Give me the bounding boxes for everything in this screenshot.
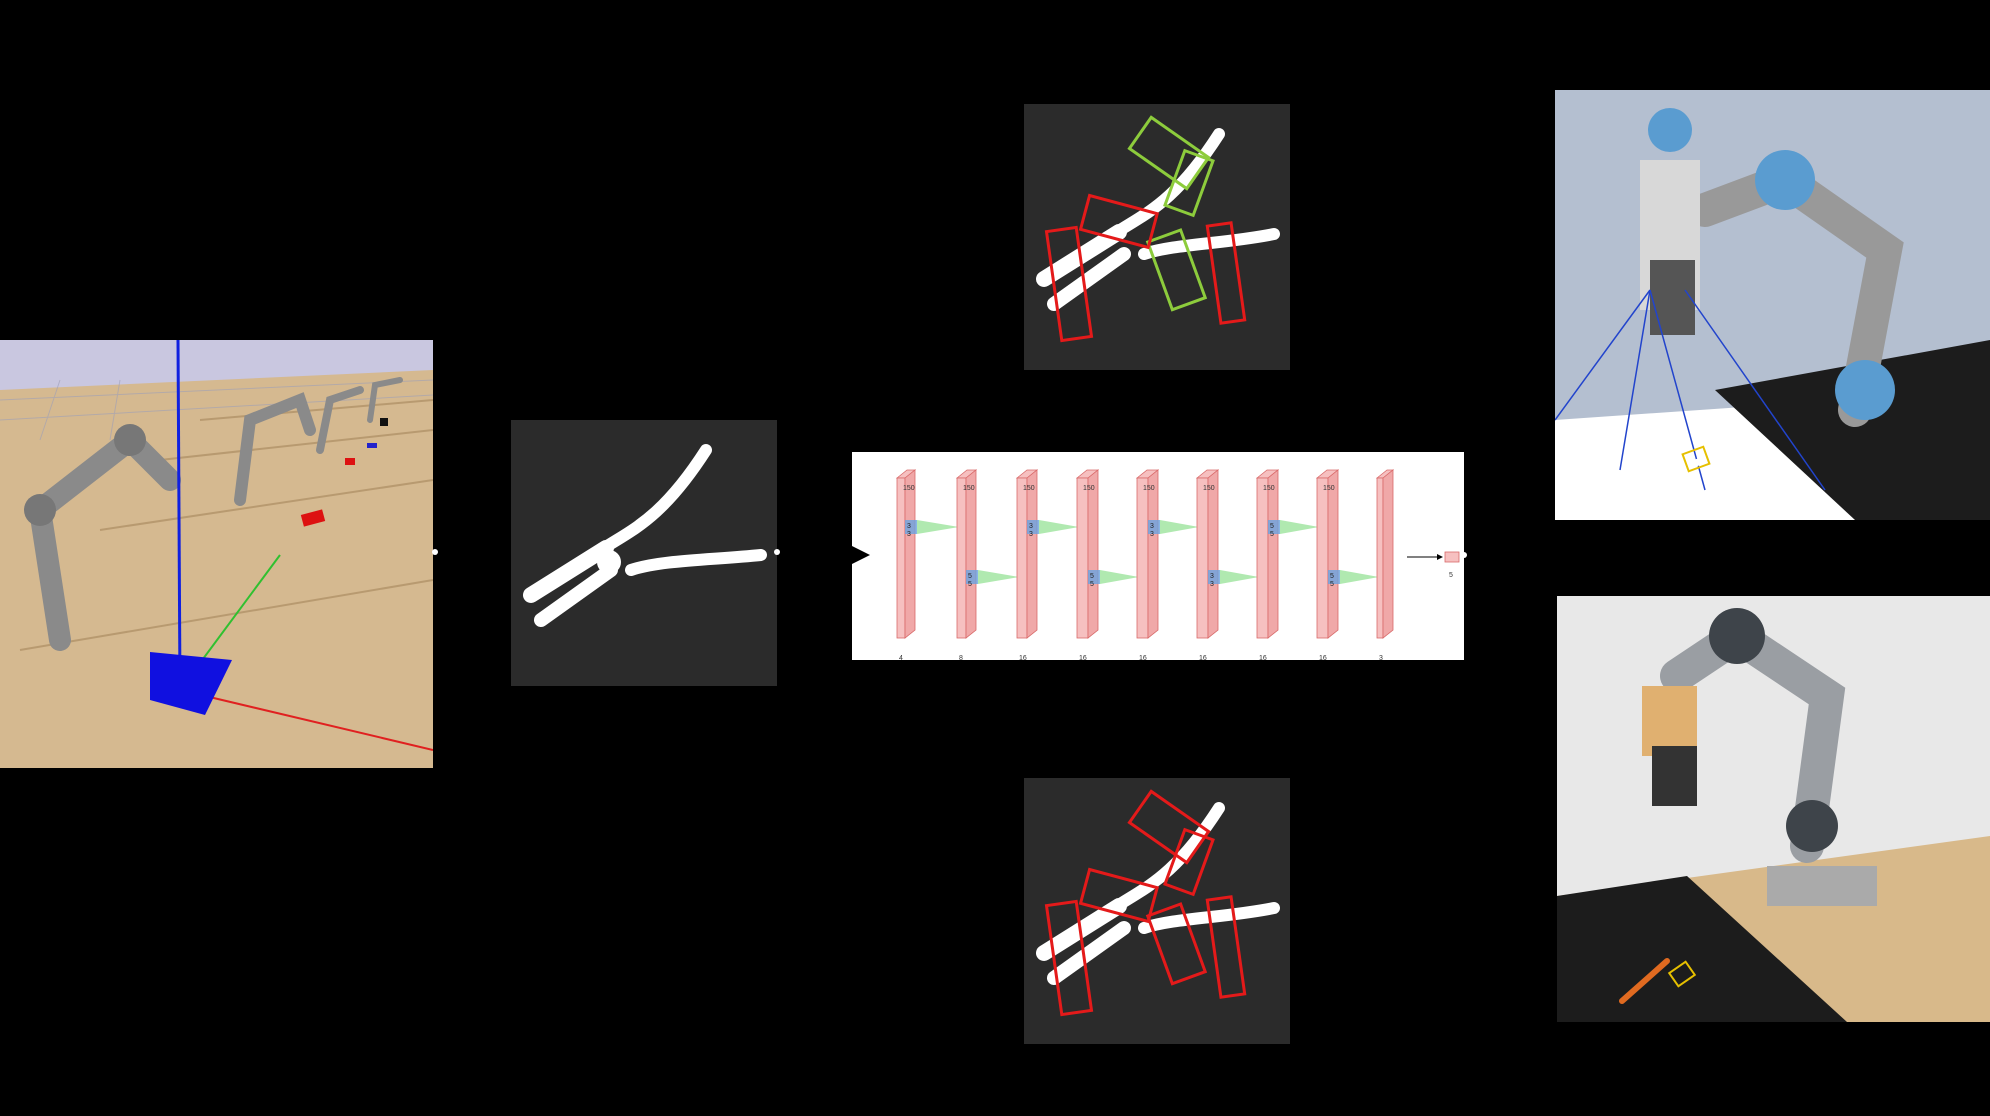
cnn-kernel-label: 5 xyxy=(1090,573,1094,580)
simulation-scene xyxy=(0,340,433,768)
cnn-kernel xyxy=(966,570,978,584)
cnn-kernel-cone xyxy=(1039,520,1079,534)
cnn-kernel-label: 5 xyxy=(1270,531,1274,538)
cnn-layer-side xyxy=(904,469,916,639)
cnn-kernel-label: 3 xyxy=(1029,531,1033,538)
cnn-caption-bottom: DARTS-Fo optimized CNN xyxy=(956,660,1293,680)
cnn-layer-size: 150 xyxy=(1263,485,1275,492)
cnn-layer-size: 150 xyxy=(1083,485,1095,492)
cnn-layer-side xyxy=(1087,469,1099,639)
cnn-kernel-label: 5 xyxy=(1090,581,1094,588)
cnn-kernel-label: 3 xyxy=(907,531,911,538)
cnn-kernel-label: 3 xyxy=(1210,573,1214,580)
cnn-layer-side xyxy=(1026,469,1038,639)
cnn-caption-top: the positive sam xyxy=(1230,426,1425,452)
cnn-layer-depth: 4 xyxy=(899,655,903,660)
cnn-output-arrowhead xyxy=(1437,554,1443,560)
real-robot-grasp xyxy=(1557,596,1990,1022)
cnn-kernel-label: 3 xyxy=(1150,523,1154,530)
cnn-layer-depth: 16 xyxy=(1139,655,1147,660)
cnn-kernel xyxy=(1027,520,1039,534)
input-image-pliers xyxy=(511,420,777,686)
cnn-layer-size: 150 xyxy=(1143,485,1155,492)
cnn-kernel-label: 5 xyxy=(1330,573,1334,580)
cnn-output-label: 5 xyxy=(1449,572,1453,579)
simulated-robot-grasp xyxy=(1555,90,1990,520)
cnn-kernel-cone xyxy=(978,570,1019,584)
cnn-kernel-label: 3 xyxy=(1029,523,1033,530)
grasp-candidates-negative xyxy=(1024,778,1290,1044)
cnn-layer-size: 150 xyxy=(963,485,975,492)
cnn-kernel-label: 5 xyxy=(968,581,972,588)
cnn-kernel xyxy=(905,520,917,534)
cnn-kernel-label: 3 xyxy=(1210,581,1214,588)
cnn-layer-depth: 3 xyxy=(1379,655,1383,660)
cnn-kernel-label: 5 xyxy=(1270,523,1274,530)
cnn-layer-size: 150 xyxy=(1323,485,1335,492)
cnn-layer-size: 150 xyxy=(903,485,915,492)
cnn-kernel-label: 3 xyxy=(1150,531,1154,538)
cnn-layer-side xyxy=(1382,469,1394,639)
cnn-layer-size: 150 xyxy=(1023,485,1035,492)
cnn-layer-size: 150 xyxy=(1203,485,1215,492)
cnn-layer-depth: 8 xyxy=(959,655,963,660)
cnn-kernel-cone xyxy=(1220,570,1259,584)
cnn-layer-depth: 16 xyxy=(1319,655,1327,660)
cnn-kernel xyxy=(1148,520,1160,534)
cnn-kernel xyxy=(1268,520,1280,534)
cnn-kernel-label: 5 xyxy=(968,573,972,580)
cnn-kernel-cone xyxy=(1160,520,1199,534)
cnn-layer-depth: 16 xyxy=(1079,655,1087,660)
cnn-layer-side xyxy=(1267,469,1279,639)
cnn-kernel-cone xyxy=(1340,570,1379,584)
cnn-kernel-cone xyxy=(1100,570,1139,584)
cnn-kernel xyxy=(1088,570,1100,584)
cnn-layer-side xyxy=(1207,469,1219,639)
cnn-kernel-label: 3 xyxy=(907,523,911,530)
grasp-candidates-positive xyxy=(1024,104,1290,370)
cnn-kernel-cone xyxy=(1280,520,1319,534)
cnn-diagram: 4 150 3 3 8 150 5 5 16 150 3 3 16 150 5 5 16 150 3 3 16 150 3 3… xyxy=(852,452,1464,660)
cnn-layer-depth: 16 xyxy=(1019,655,1027,660)
cnn-kernel xyxy=(1328,570,1340,584)
cnn-layer-side xyxy=(1327,469,1339,639)
cnn-layer-side xyxy=(1147,469,1159,639)
cnn-kernel xyxy=(1208,570,1220,584)
cnn-output-node xyxy=(1444,551,1460,563)
cnn-kernel-cone xyxy=(917,520,959,534)
cnn-kernel-label: 5 xyxy=(1330,581,1334,588)
cnn-layer-side xyxy=(965,469,977,639)
cnn-layer-depth: 16 xyxy=(1199,655,1207,660)
cnn-layer-depth: 16 xyxy=(1259,655,1267,660)
